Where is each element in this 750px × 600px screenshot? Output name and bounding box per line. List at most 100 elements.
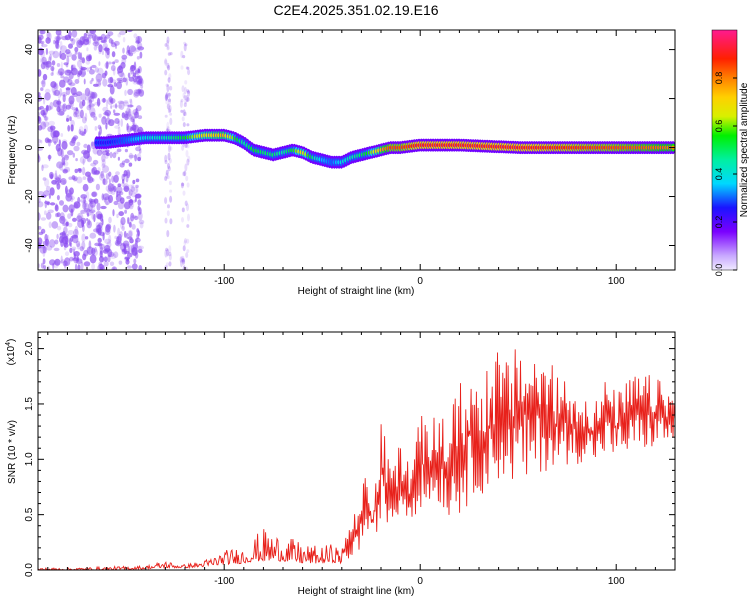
noise-blob [86,220,92,229]
noise-blob [167,64,171,71]
colorbar-tick-label: 0.8 [714,72,724,85]
noise-blob [186,123,190,127]
noise-blob [87,34,94,39]
noise-blob [101,159,106,167]
noise-blob [87,212,89,217]
noise-blob [108,194,113,204]
noise-blob [88,198,93,204]
noise-blob [118,260,123,265]
noise-blob [92,248,99,256]
noise-blob [55,143,61,152]
noise-blob [40,62,46,70]
noise-blob [186,224,190,228]
noise-blob [78,126,84,133]
noise-blob [49,125,56,131]
noise-blob [87,249,91,254]
noise-blob [127,88,133,96]
noise-blob [130,186,136,193]
noise-blob [114,118,120,124]
noise-blob [107,113,110,118]
noise-blob [131,186,138,194]
noise-blob [117,104,123,109]
noise-blob [112,61,116,65]
noise-blob [185,66,189,70]
noise-blob [135,178,140,183]
noise-blob [91,191,97,197]
noise-blob [88,99,93,104]
noise-blob [166,175,170,180]
noise-blob [91,263,95,270]
noise-blob [67,125,71,132]
noise-blob [168,251,172,257]
noise-blob [118,80,124,83]
noise-blob [103,261,109,267]
noise-blob [89,106,96,116]
colorbar-tick-label: 0.6 [714,120,724,133]
noise-blob [96,213,103,220]
noise-blob [53,247,60,252]
noise-blob [92,41,100,47]
noise-blob [120,217,126,226]
noise-blob [100,172,103,177]
noise-blob [130,98,133,108]
noise-blob [122,36,126,43]
noise-blob [90,111,96,118]
noise-blob [79,130,85,136]
noise-blob [166,210,170,217]
noise-blob [62,154,70,159]
noise-blob [84,37,90,42]
noise-blob [181,257,185,263]
noise-blob [87,98,90,106]
noise-blob [185,252,189,258]
noise-blob [75,258,83,265]
noise-blob [69,116,72,122]
noise-blob [82,183,89,192]
noise-blob [64,257,71,266]
noise-blob [91,91,98,99]
noise-blob [69,247,73,253]
snr-axes: -100 0 100 0.0 0.5 1.0 1.5 2.0 [24,332,676,587]
spectrogram-frame [37,29,676,271]
noise-blob [56,63,61,67]
noise-blob [81,57,86,64]
noise-blob [64,251,70,256]
noise-blob [38,263,41,269]
noise-blob [92,33,97,42]
noise-blob [168,157,172,164]
noise-blob [76,176,83,184]
noise-blob [50,81,57,88]
noise-blob [38,116,42,124]
noise-blob [65,87,71,91]
noise-blob [168,245,172,253]
noise-blob [85,191,90,201]
noise-blob [107,254,111,263]
noise-blob [116,148,122,153]
noise-blob [169,218,173,225]
noise-blob [42,73,48,81]
noise-blob [48,193,52,199]
noise-blob [187,155,191,163]
noise-blob [164,94,168,102]
spectrogram-ytick-label: -20 [24,189,35,204]
noise-blob [62,222,66,226]
noise-blob [53,82,59,92]
noise-blob [181,207,185,213]
noise-blob [126,107,131,115]
noise-blob [38,36,42,44]
noise-blob [114,59,119,63]
noise-blob [114,151,119,155]
noise-blob [41,44,48,48]
noise-blob [131,124,137,131]
noise-blob [124,148,128,153]
noise-blob [60,61,63,70]
noise-blob [92,159,99,165]
noise-blob [166,84,170,93]
noise-blob [185,175,189,182]
noise-blob [56,212,61,218]
noise-blob [135,68,140,76]
noise-blob [119,162,125,168]
noise-blob [135,40,140,44]
noise-blob [38,138,42,144]
noise-blob [184,163,188,172]
snr-xtick-label: -100 [214,576,234,587]
